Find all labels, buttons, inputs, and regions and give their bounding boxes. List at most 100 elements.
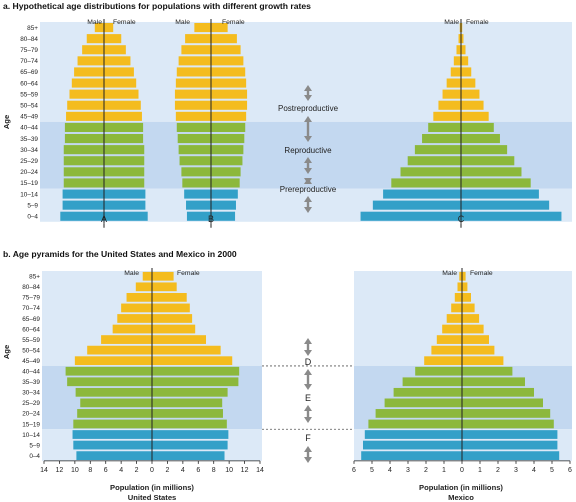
- bar-A-male-10: [67, 100, 104, 110]
- mexico-x-tick-label-1: 5: [370, 467, 374, 474]
- bar-B-male-1: [186, 200, 211, 210]
- mexico-x-tick-label-5: 1: [442, 467, 446, 474]
- bar-C-female-11: [461, 89, 480, 99]
- bar-B-male-11: [174, 89, 211, 99]
- bar-C-female-10: [461, 100, 484, 110]
- bar-C-female-5: [461, 156, 515, 166]
- bar-C-male-3: [391, 178, 461, 188]
- section-b-title: b. Age pyramids for the United States an…: [3, 249, 237, 259]
- bar-mexico-female-13: [462, 314, 480, 323]
- bar-C-male-17: [459, 23, 461, 33]
- arrow-prereproductive-upper: [304, 178, 312, 184]
- bar-us-female-2: [152, 430, 229, 439]
- bar-C-male-9: [433, 111, 461, 121]
- us-x-tick-label-12: 10: [225, 467, 233, 474]
- bar-B-male-14: [178, 56, 211, 66]
- a-bars-group: [60, 23, 562, 221]
- mx-x-axis-label: Population (in millions): [419, 483, 503, 492]
- bar-us-male-4: [77, 409, 152, 418]
- bar-mexico-female-0: [462, 451, 560, 460]
- us-x-tick-label-8: 2: [165, 467, 169, 474]
- bar-B-male-13: [176, 67, 211, 77]
- us-x-tick-label-14: 14: [256, 467, 264, 474]
- a-age-label-13: 65–69: [20, 69, 38, 76]
- bar-B-male-0: [186, 211, 211, 221]
- bar-B-male-5: [179, 156, 211, 166]
- bar-A-male-4: [63, 167, 104, 177]
- bar-B-female-7: [211, 134, 245, 144]
- mx-female-label: Female: [470, 270, 493, 277]
- b-age-label-8: 40–44: [22, 369, 40, 376]
- section-b-panel: 0–4 5–9 10–14 15–19 20–24 25–29 30–34 35–39 40–4…: [22, 268, 572, 474]
- bar-us-female-13: [152, 314, 193, 323]
- a-male-label-B: Male: [175, 19, 190, 26]
- bar-us-male-15: [126, 293, 152, 302]
- arrow-f-lower: [304, 446, 312, 463]
- bar-C-male-15: [456, 45, 461, 55]
- bar-mexico-male-15: [454, 293, 462, 302]
- bar-A-female-16: [104, 34, 122, 44]
- bar-us-male-13: [117, 314, 152, 323]
- bar-C-male-11: [442, 89, 461, 99]
- bar-mexico-female-2: [462, 430, 558, 439]
- a-age-labels: 0–4 5–9 10–14 15–19 20–24 25–29 30–34 35–39 40–4…: [20, 25, 38, 221]
- a-age-label-3: 15–19: [20, 180, 38, 187]
- arrow-e-lower: [304, 405, 312, 423]
- b-age-label-12: 60–64: [22, 326, 40, 333]
- a-band-reproductive: [40, 121, 572, 189]
- bar-A-male-7: [64, 134, 104, 144]
- us-x-tick-label-7: 0: [150, 467, 154, 474]
- mexico-x-tick-label-0: 6: [352, 467, 356, 474]
- mexico-x-tick-label-4: 2: [424, 467, 428, 474]
- bar-B-male-16: [185, 34, 211, 44]
- bar-mexico-male-10: [431, 345, 462, 355]
- bar-us-female-11: [152, 335, 206, 344]
- bar-C-female-0: [461, 211, 562, 221]
- bar-mexico-male-16: [457, 282, 462, 292]
- bar-mexico-female-17: [462, 271, 466, 281]
- bar-A-female-2: [104, 189, 146, 199]
- mexico-x-tick-label-2: 4: [388, 467, 392, 474]
- bar-A-male-8: [64, 122, 104, 132]
- us-x-tick-label-4: 6: [104, 467, 108, 474]
- bar-B-male-8: [176, 122, 211, 132]
- bar-us-male-6: [75, 387, 152, 397]
- stage-reproductive-label: Reproductive: [284, 146, 332, 155]
- bar-B-female-17: [211, 23, 228, 33]
- bar-us-male-7: [67, 377, 152, 387]
- bar-us-male-10: [87, 345, 152, 355]
- a-age-label-5: 25–29: [20, 158, 38, 165]
- b-stage-dashed-lines: [262, 365, 354, 430]
- bar-A-male-0: [60, 211, 104, 221]
- bar-B-female-0: [211, 211, 236, 221]
- bar-A-male-6: [63, 145, 104, 155]
- bar-A-female-8: [104, 122, 144, 132]
- bar-us-male-1: [73, 440, 152, 450]
- bar-B-male-7: [177, 134, 211, 144]
- bar-B-male-15: [181, 45, 211, 55]
- us-female-label: Female: [177, 270, 200, 277]
- bar-B-female-11: [211, 89, 248, 99]
- b-age-label-11: 55–59: [22, 337, 40, 344]
- bar-mexico-female-4: [462, 409, 551, 418]
- us-x-tick-label-3: 8: [88, 467, 92, 474]
- bar-C-female-2: [461, 189, 539, 199]
- bar-us-male-17: [142, 271, 152, 281]
- bar-B-female-12: [211, 78, 247, 88]
- bar-A-female-12: [104, 78, 137, 88]
- bar-A-male-17: [94, 23, 104, 33]
- mexico-x-tick-label-12: 6: [568, 467, 572, 474]
- mexico-x-tick-label-9: 3: [514, 467, 518, 474]
- bar-mexico-female-9: [462, 356, 504, 366]
- bar-A-male-2: [62, 189, 104, 199]
- a-age-label-17: 85+: [27, 25, 38, 32]
- b-age-label-16: 80–84: [22, 284, 40, 291]
- a-female-label-A: Female: [113, 19, 136, 26]
- a-age-label-16: 80–84: [20, 36, 38, 43]
- bar-A-female-15: [104, 45, 126, 55]
- a-center-lines: [103, 19, 462, 228]
- bar-mexico-female-3: [462, 419, 554, 429]
- mx-country-label: Mexico: [448, 493, 474, 502]
- a-pyramid-label-A: A: [101, 214, 107, 224]
